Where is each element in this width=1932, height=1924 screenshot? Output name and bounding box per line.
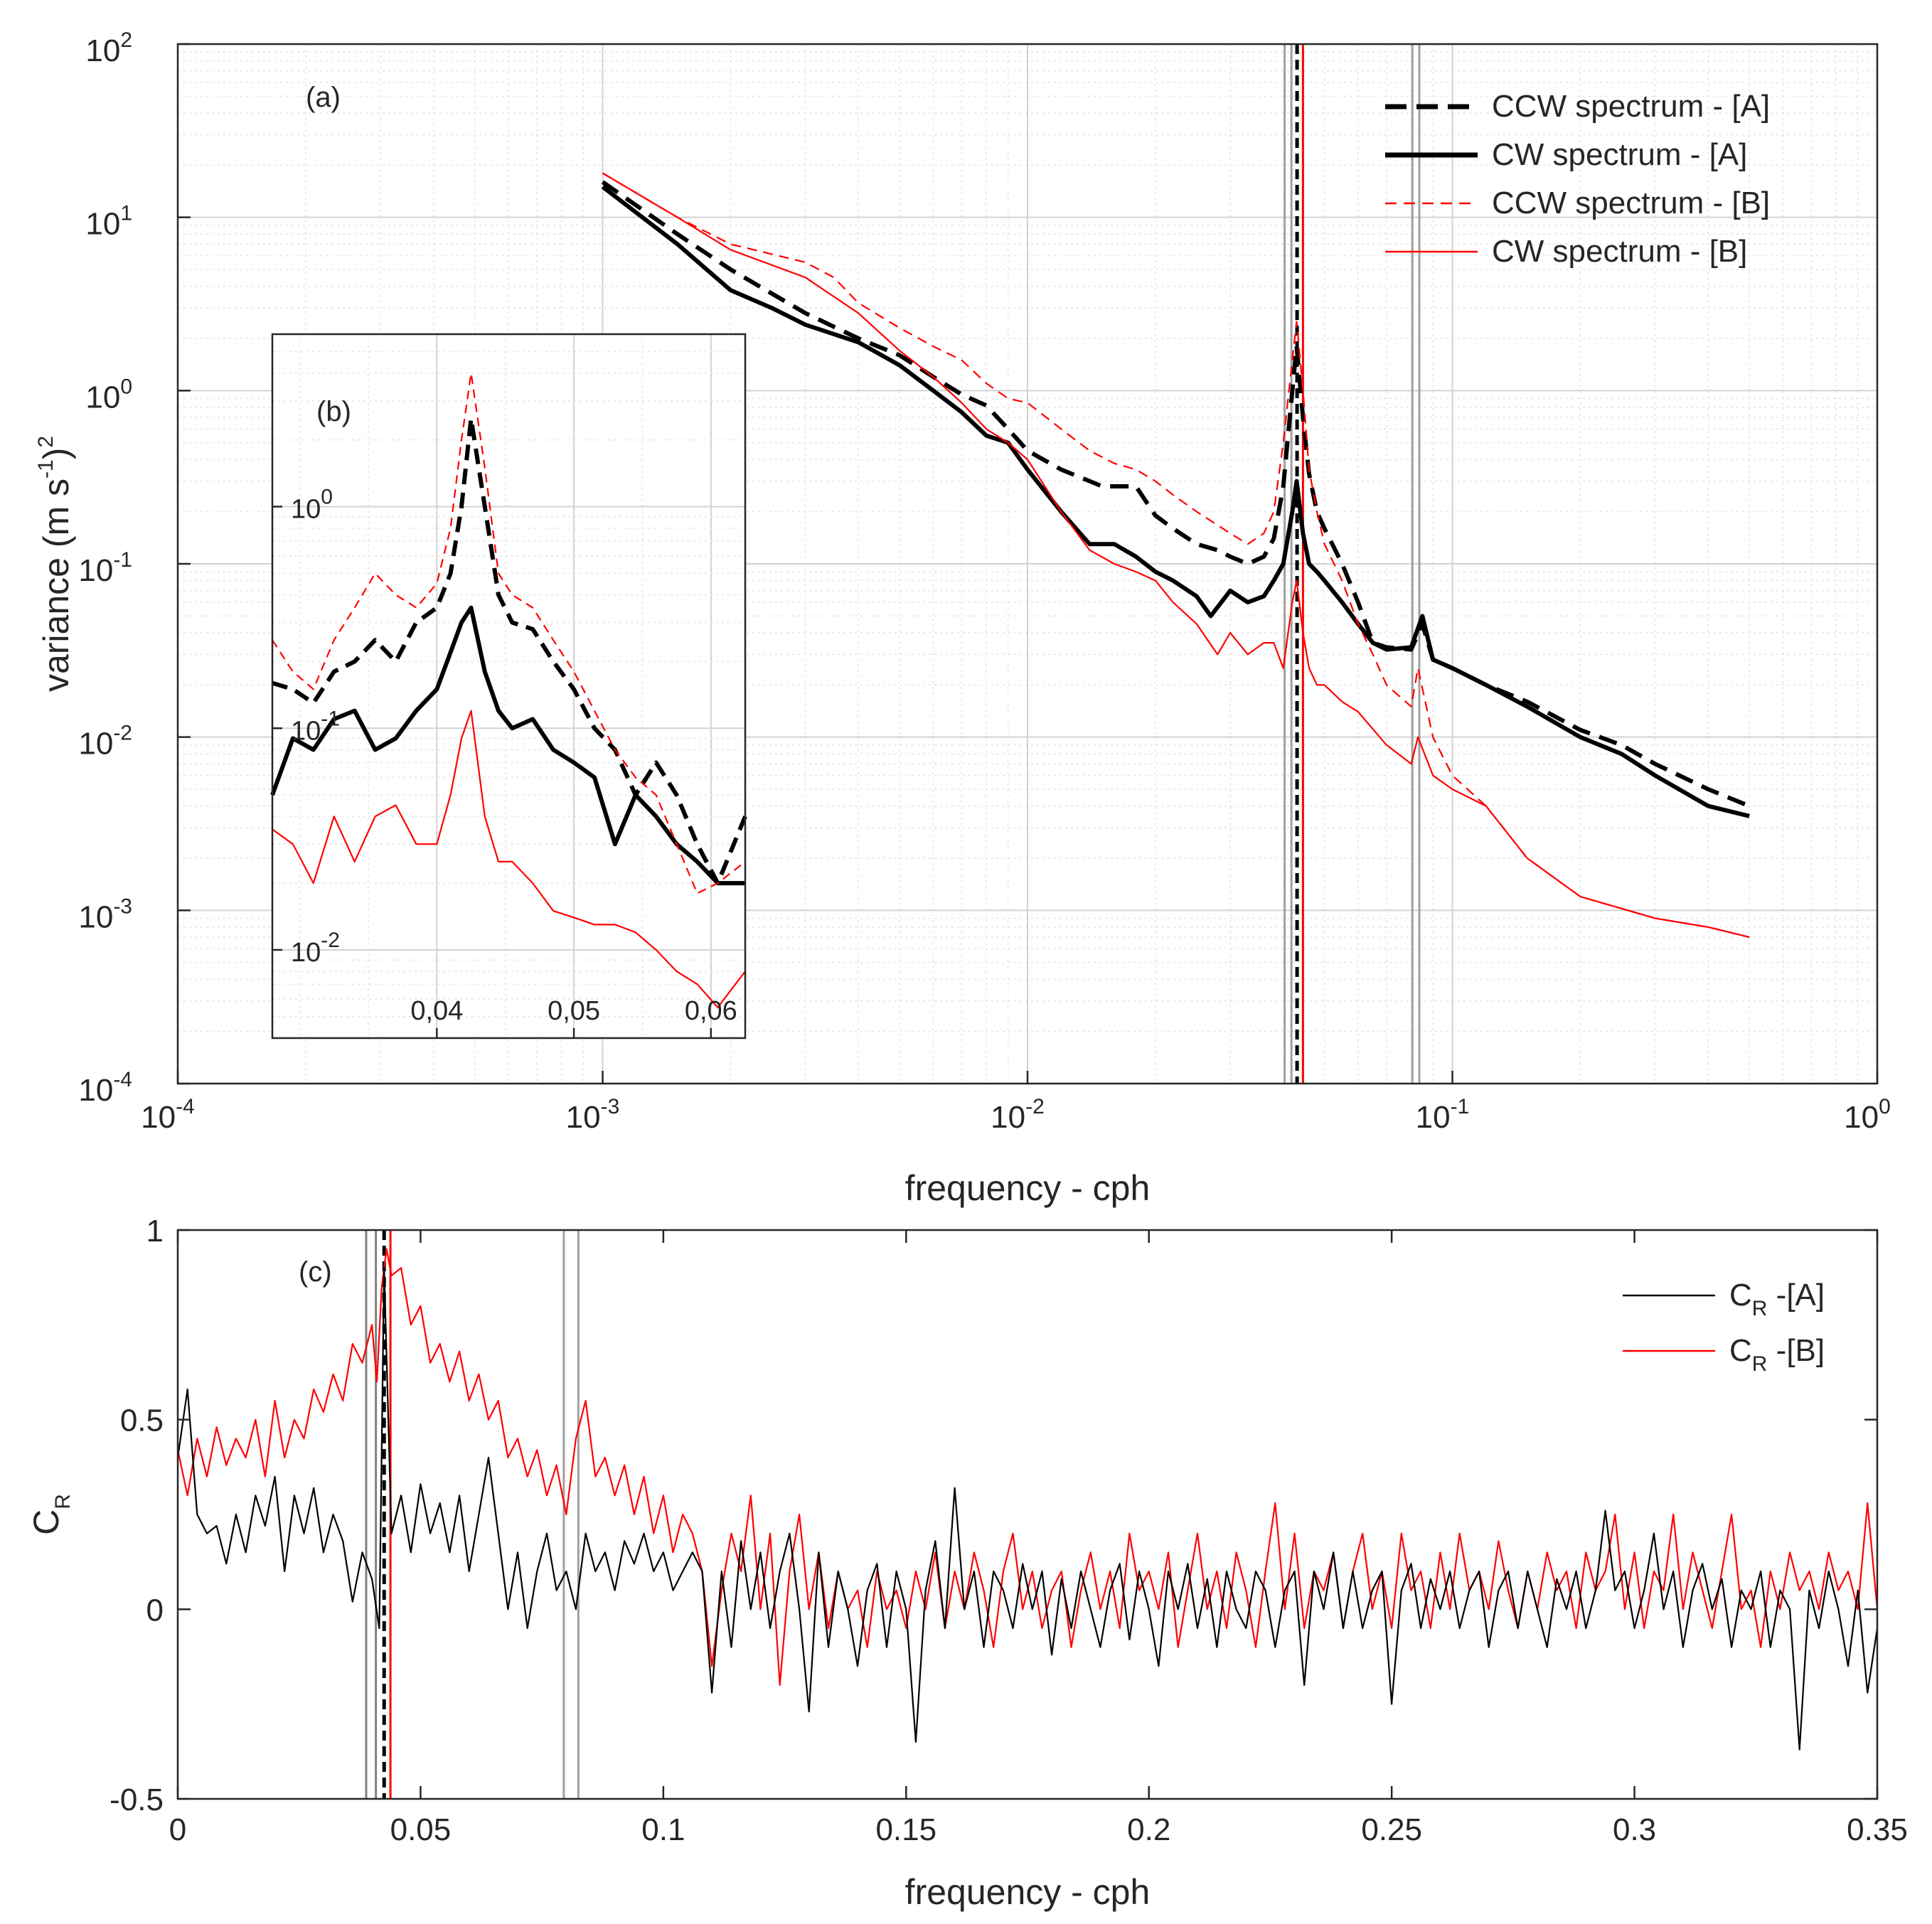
panel-c-axes-box xyxy=(176,1229,1879,1800)
panel-a-x-tick-label: 10-2 xyxy=(991,1095,1045,1135)
legend-cr-a-label: CR -[A] xyxy=(1729,1278,1825,1320)
panel-c-y-tick-label: -0.5 xyxy=(110,1783,164,1817)
panel-b-background xyxy=(272,334,745,1038)
legend-ccw-a-label: CCW spectrum - [A] xyxy=(1492,89,1770,124)
panel-b-x-tick-label: 0,05 xyxy=(548,996,600,1026)
panel-c-y-tick-label: 1 xyxy=(146,1214,164,1249)
panel-b-series-line-2 xyxy=(270,605,745,886)
legend-cw-b-label: CW spectrum - [B] xyxy=(1492,234,1747,269)
panel-b-inset: 0,04 0,05 0,06 10-2 10-1 100 (b) xyxy=(270,333,747,1040)
panel-b-y-tick-label: 100 xyxy=(291,486,333,525)
panel-c-x-tick-label: 0 xyxy=(169,1812,186,1847)
panel-a-x-axis-title: frequency - cph xyxy=(905,1168,1151,1208)
panel-c-label: (c) xyxy=(299,1256,332,1288)
panel-a-y-tick-label: 10-4 xyxy=(78,1068,132,1108)
panel-a-x-tick-label: 100 xyxy=(1844,1095,1891,1135)
panel-a-y-tick-label: 100 xyxy=(85,375,132,415)
panel-c-y-tick-label: 0.5 xyxy=(120,1404,164,1438)
panel-a-series-line-4 xyxy=(602,172,1750,939)
legend-cw-a-label: CW spectrum - [A] xyxy=(1492,137,1747,172)
panel-c-x-tick-label: 0.15 xyxy=(875,1812,936,1847)
panel-c-series-line-1 xyxy=(176,1248,1879,1687)
panel-b-x-tick-label: 0,06 xyxy=(685,996,737,1026)
panel-c-ticks: 0 0.05 0.1 0.15 0.2 0.25 0.3 0.35-0.500.51 xyxy=(110,1214,1908,1847)
panel-a-y-tick-label: 10-3 xyxy=(78,894,132,934)
panel-b-series xyxy=(270,372,747,1008)
panel-a-series xyxy=(601,172,1751,939)
panel-c-series xyxy=(176,1248,1879,1751)
panel-a-x-tick-label: 10-3 xyxy=(566,1095,620,1135)
panel-a-y-tick-label: 102 xyxy=(85,28,132,68)
panel-b-y-tick-label: 10-2 xyxy=(291,929,340,968)
panel-a-ticks: 10-4 10-3 10-2 10-1 100 10-4 10-3 10-2 10-1 100 10… xyxy=(78,28,1890,1135)
panel-c-legend: CR -[A] CR -[B] xyxy=(1623,1278,1825,1376)
panel-c-y-tick-label: 0 xyxy=(146,1593,164,1628)
panel-b-label: (b) xyxy=(316,396,351,427)
panel-c-series-line-2 xyxy=(176,1267,1879,1751)
panel-a-y-tick-label: 10-1 xyxy=(78,548,132,588)
panel-a-y-tick-label: 10-2 xyxy=(78,722,132,761)
panel-a-label: (a) xyxy=(306,82,341,113)
panel-b-series-line-3 xyxy=(272,372,746,894)
panel-b-axes-box xyxy=(271,333,747,1040)
panel-b-grid xyxy=(272,334,745,1038)
panel-c-y-axis-title: CR xyxy=(26,1494,75,1535)
panel-a-x-tick-label: 10-4 xyxy=(141,1095,195,1135)
panel-c-x-tick-label: 0.1 xyxy=(641,1812,685,1847)
panel-c-x-axis-title: frequency - cph xyxy=(905,1872,1151,1912)
panel-a-y-tick-label: 101 xyxy=(85,202,132,242)
panel-c-x-tick-label: 0.35 xyxy=(1847,1812,1908,1847)
panel-c: 0 0.05 0.1 0.15 0.2 0.25 0.3 0.35-0.500.51 (c) … xyxy=(26,1214,1908,1912)
panel-b-series-line-4 xyxy=(272,710,746,1008)
panel-a-series-line-3 xyxy=(602,172,1750,939)
panel-a-y-axis-title: variance (m s-1)2 xyxy=(34,436,76,692)
panel-b-ticks: 0,04 0,05 0,06 10-2 10-1 100 xyxy=(272,486,737,1038)
panel-c-x-tick-label: 0.25 xyxy=(1361,1812,1422,1847)
panel-a-x-tick-label: 10-1 xyxy=(1416,1095,1470,1135)
panel-c-x-tick-label: 0.3 xyxy=(1613,1812,1656,1847)
panel-a-series-line-2 xyxy=(601,185,1750,818)
legend-ccw-b-label: CCW spectrum - [B] xyxy=(1492,186,1770,220)
panel-c-x-tick-label: 0.05 xyxy=(390,1812,452,1847)
panel-c-x-tick-label: 0.2 xyxy=(1127,1812,1170,1847)
panel-a-legend: CCW spectrum - [A] CW spectrum - [A] CCW… xyxy=(1385,89,1770,269)
legend-cr-b-label: CR -[B] xyxy=(1729,1333,1825,1376)
panel-a-reference-lines xyxy=(1283,44,1421,1084)
panel-b-y-tick-label: 10-1 xyxy=(291,707,340,746)
panel-b-series-line-1 xyxy=(272,416,747,886)
panel-b-x-tick-label: 0,04 xyxy=(410,996,463,1026)
